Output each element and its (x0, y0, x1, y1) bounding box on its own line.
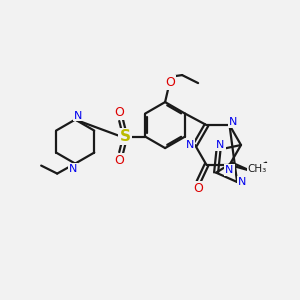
Text: N: N (238, 177, 246, 187)
Text: O: O (194, 182, 203, 195)
Text: N: N (69, 164, 77, 174)
Text: S: S (120, 129, 131, 144)
Text: N: N (229, 117, 238, 127)
Text: N: N (216, 140, 225, 150)
Text: O: O (165, 76, 175, 88)
Text: N: N (186, 140, 194, 150)
Text: N: N (74, 111, 82, 121)
Text: CH₃: CH₃ (248, 164, 267, 174)
Text: O: O (114, 106, 124, 119)
Text: O: O (114, 154, 124, 167)
Text: N: N (225, 165, 234, 175)
